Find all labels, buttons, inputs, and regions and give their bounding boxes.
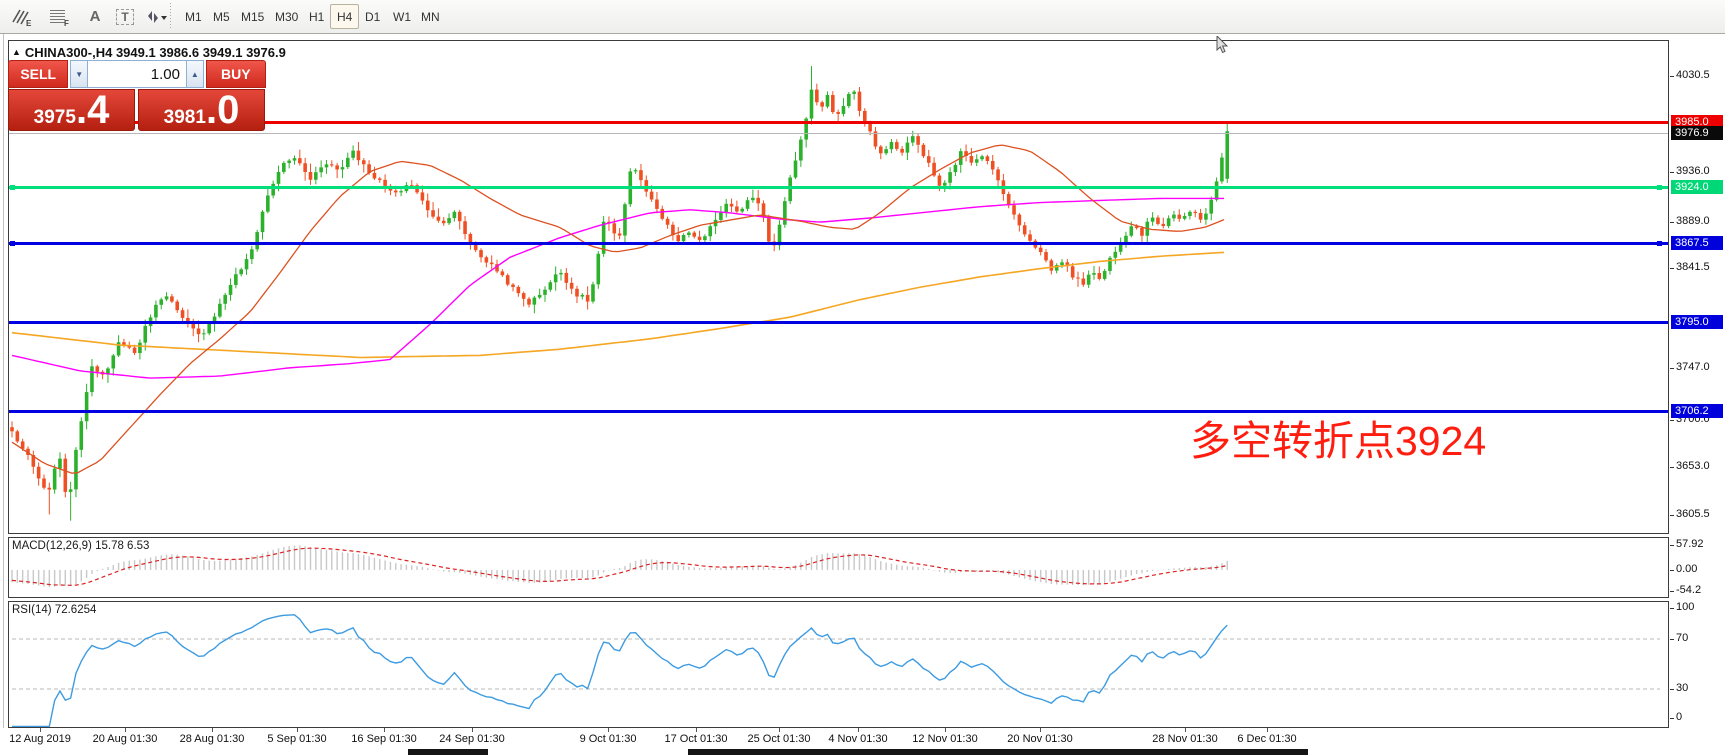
time-tick (1040, 728, 1041, 732)
time-label: 6 Dec 01:30 (1237, 733, 1297, 745)
time-tick (945, 728, 946, 732)
time-label: 28 Aug 01:30 (179, 733, 245, 745)
time-label: 4 Nov 01:30 (828, 733, 888, 745)
macd-label: MACD(12,26,9) 15.78 6.53 (12, 540, 150, 552)
grid-f-icon[interactable]: F (44, 4, 74, 29)
toolbar: E F A T M1 M5 M15 M30 H1 H4 D1 W (0, 0, 1725, 34)
rsi-tick-0: 0 (1670, 711, 1682, 723)
text-t-icon[interactable]: T (110, 4, 140, 29)
timeframe-button-M15[interactable]: M15 (241, 9, 265, 24)
time-axis[interactable]: 12 Aug 2019 20 Aug 01:30 28 Aug 01:30 5 Sep… (0, 728, 1725, 748)
buy-price-display[interactable]: 3981.0 (138, 89, 265, 131)
time-label: 20 Aug 01:30 (92, 733, 158, 745)
rsi-tick-70: 70 (1670, 632, 1688, 644)
price-axis[interactable]: 4030.5 3936.0 3889.0 3841.5 3747.0 3700.0 3653… (1670, 34, 1725, 747)
price-badge-3924.0: 3924.0 (1671, 180, 1723, 194)
price-badge-3867.5: 3867.5 (1671, 236, 1723, 250)
horizontal-scrollbar-thumb[interactable] (408, 749, 488, 755)
timeframe-button-M1[interactable]: M1 (185, 9, 202, 24)
time-tick (1185, 728, 1186, 732)
timeframe-button-D1[interactable]: D1 (365, 9, 381, 24)
price-badge-3976.9: 3976.9 (1671, 126, 1723, 140)
line-handle[interactable] (10, 241, 15, 246)
rsi-tick-30: 30 (1670, 682, 1688, 694)
support-line-3867[interactable] (9, 241, 1668, 246)
sell-button[interactable]: SELL (8, 60, 69, 88)
time-label: 17 Oct 01:30 (664, 733, 728, 745)
time-tick (1267, 728, 1268, 732)
timeframe-button-MN[interactable]: MN (421, 9, 440, 24)
time-label: 5 Sep 01:30 (267, 733, 327, 745)
mouse-cursor-icon (1216, 36, 1229, 54)
price-badge-3795.0: 3795.0 (1671, 315, 1723, 329)
rsi-panel[interactable] (8, 601, 1669, 728)
window-left-edge (3, 34, 4, 747)
pivot-line-3924[interactable] (9, 185, 1668, 190)
hatch-e-icon[interactable]: E (6, 4, 36, 29)
sell-price-display[interactable]: 3975.4 (8, 89, 135, 131)
time-label: 9 Oct 01:30 (579, 733, 637, 745)
time-tick (779, 728, 780, 732)
line-handle[interactable] (1657, 185, 1662, 190)
price-tick-3889.0: 3889.0 (1670, 215, 1710, 227)
support-line-3706[interactable] (9, 410, 1668, 413)
support-line-3795[interactable] (9, 321, 1668, 324)
price-badge-3985.0: 3985.0 (1671, 115, 1723, 129)
timeframe-button-H1[interactable]: H1 (309, 9, 325, 24)
buy-button[interactable]: BUY (205, 60, 266, 88)
volume-input[interactable] (88, 60, 186, 88)
quote-header: ▲ CHINA300-,H4 3949.1 3986.6 3949.1 3976.… (12, 45, 286, 60)
volume-increase-button[interactable]: ▲ (186, 60, 204, 88)
one-click-trading-widget: SELL ▼ ▲ BUY 3975.4 3981.0 (8, 60, 266, 131)
macd-tick-57.92: 57.92 (1670, 538, 1704, 550)
line-handle[interactable] (10, 185, 15, 190)
time-tick (297, 728, 298, 732)
resistance-line-3985[interactable] (9, 121, 1668, 124)
volume-decrease-button[interactable]: ▼ (70, 60, 88, 88)
timeframe-button-H4[interactable]: H4 (330, 4, 360, 29)
rsi-label: RSI(14) 72.6254 (12, 604, 97, 616)
timeframe-button-M5[interactable]: M5 (213, 9, 230, 24)
time-tick (472, 728, 473, 732)
time-tick (608, 728, 609, 732)
time-tick (212, 728, 213, 732)
timeframe-button-W1[interactable]: W1 (393, 9, 411, 24)
rsi-chart (12, 614, 1660, 727)
macd-tick-0.00: 0.00 (1670, 563, 1697, 575)
current-price-line[interactable] (9, 133, 1668, 134)
sort-arrows-icon[interactable] (140, 4, 170, 29)
macd-chart (11, 545, 1228, 588)
rsi-tick-100: 100 (1670, 601, 1694, 613)
svg-text:E: E (26, 19, 32, 27)
time-label: 16 Sep 01:30 (351, 733, 417, 745)
time-label: 25 Oct 01:30 (747, 733, 811, 745)
price-tick-3936.0: 3936.0 (1670, 165, 1710, 177)
time-label: 24 Sep 01:30 (439, 733, 505, 745)
macd-tick--54.2: -54.2 (1670, 584, 1701, 596)
time-label: 20 Nov 01:30 (1007, 733, 1073, 745)
price-badge-3706.2: 3706.2 (1671, 404, 1723, 418)
time-tick (384, 728, 385, 732)
time-label: 28 Nov 01:30 (1152, 733, 1218, 745)
chart-text-annotation[interactable]: 多空转折点3924 (1190, 418, 1487, 464)
time-tick (40, 728, 41, 732)
price-tick-4030.5: 4030.5 (1670, 69, 1710, 81)
price-tick-3841.5: 3841.5 (1670, 261, 1710, 273)
svg-text:F: F (64, 19, 69, 27)
toolbar-separator (170, 3, 171, 30)
price-tick-3605.5: 3605.5 (1670, 508, 1710, 520)
symbol-collapse-arrow-icon[interactable]: ▲ (12, 47, 21, 57)
label-a-icon[interactable]: A (89, 8, 101, 25)
time-tick (696, 728, 697, 732)
time-tick (125, 728, 126, 732)
price-tick-3653.0: 3653.0 (1670, 460, 1710, 472)
timeframe-button-M30[interactable]: M30 (275, 9, 299, 24)
price-tick-3747.0: 3747.0 (1670, 361, 1710, 373)
time-tick (858, 728, 859, 732)
line-handle[interactable] (1657, 241, 1662, 246)
time-label: 12 Aug 2019 (9, 733, 71, 745)
time-label: 12 Nov 01:30 (912, 733, 978, 745)
horizontal-scrollbar-thumb[interactable] (688, 749, 1308, 755)
